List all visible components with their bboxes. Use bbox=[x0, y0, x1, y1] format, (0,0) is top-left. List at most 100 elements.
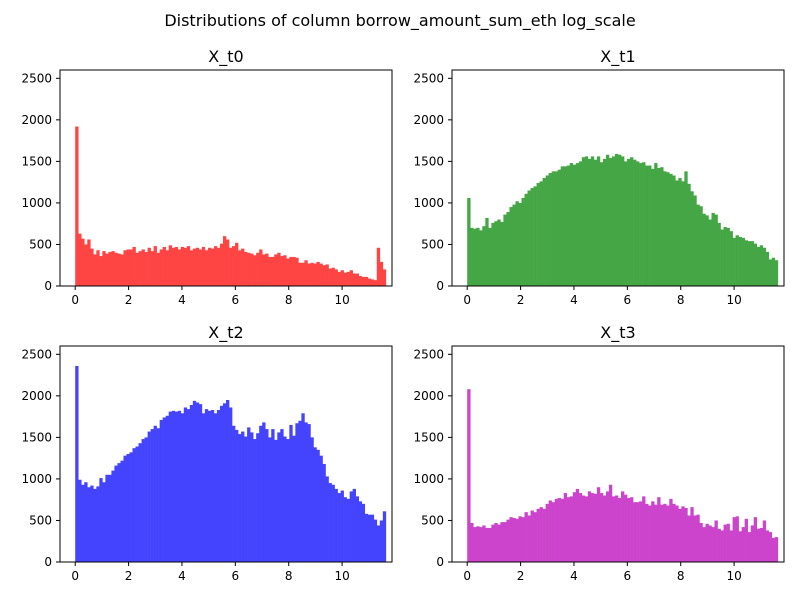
y-tick-label: 1500 bbox=[413, 430, 444, 444]
histogram-bar bbox=[575, 163, 580, 286]
histogram-bar bbox=[714, 214, 718, 286]
histogram-bar bbox=[738, 531, 742, 562]
histogram-bar bbox=[497, 524, 501, 562]
x-tick-label: 10 bbox=[334, 569, 349, 583]
histogram-bar bbox=[708, 219, 712, 286]
histogram-bar bbox=[527, 515, 531, 562]
histogram-bar bbox=[762, 247, 767, 286]
x-tick-label: 8 bbox=[285, 293, 293, 307]
histogram-bar bbox=[759, 245, 764, 286]
histogram-bar bbox=[684, 508, 688, 562]
histogram-bar bbox=[627, 498, 631, 562]
histogram-bar bbox=[216, 247, 221, 286]
histogram-bar bbox=[699, 206, 703, 286]
histogram-bar bbox=[165, 250, 169, 286]
histogram-bar bbox=[352, 273, 356, 286]
histogram-bar bbox=[726, 523, 730, 562]
histogram-bars bbox=[75, 126, 387, 287]
histogram-bar bbox=[515, 201, 519, 286]
histogram-bar bbox=[542, 178, 546, 286]
histogram-bar bbox=[720, 229, 724, 286]
histogram-bar bbox=[117, 463, 121, 562]
histogram-bar bbox=[379, 520, 384, 562]
histogram-bar bbox=[111, 470, 115, 562]
histogram-bar bbox=[485, 527, 489, 562]
axes-frame bbox=[451, 69, 785, 287]
histogram-bar bbox=[147, 247, 151, 286]
histogram-bar bbox=[138, 251, 142, 286]
histogram-bar bbox=[358, 501, 363, 562]
histogram-bar bbox=[226, 400, 230, 562]
histogram-bar bbox=[636, 161, 640, 286]
histogram-bar bbox=[494, 522, 498, 562]
x-tick-label: 4 bbox=[178, 293, 186, 307]
histogram-bar bbox=[280, 429, 284, 562]
histogram-bar bbox=[491, 524, 495, 562]
histogram-bar bbox=[262, 254, 266, 286]
histogram-bar bbox=[503, 522, 507, 562]
histogram-bar bbox=[762, 520, 767, 562]
histogram-bar bbox=[636, 502, 640, 562]
histogram-bar bbox=[87, 239, 91, 286]
x-tick-label: 4 bbox=[178, 569, 186, 583]
histogram-bar bbox=[180, 246, 185, 286]
histogram-bar bbox=[705, 523, 709, 562]
histogram-bar bbox=[367, 514, 372, 562]
histogram-bar bbox=[108, 474, 112, 562]
histogram-bar bbox=[548, 173, 552, 286]
histogram-bar bbox=[533, 186, 537, 286]
histogram-bar bbox=[723, 227, 727, 286]
histogram-bar bbox=[651, 501, 655, 562]
histogram-bar bbox=[283, 255, 287, 286]
histogram-bar bbox=[138, 443, 142, 562]
histogram-bar bbox=[624, 161, 628, 286]
histogram-bar bbox=[702, 213, 706, 286]
y-tick-label: 1000 bbox=[21, 472, 52, 486]
x-tick-label: 4 bbox=[570, 569, 578, 583]
histogram-bar bbox=[693, 195, 697, 286]
histogram-bar bbox=[316, 449, 320, 562]
histogram-bar bbox=[355, 273, 359, 286]
histogram-bar bbox=[340, 490, 344, 562]
histogram-bar bbox=[675, 505, 679, 562]
histogram-bar bbox=[660, 167, 664, 286]
subplot-x-t3: 0 2 4 6 8 10 0 500 1000 1500 2000 2500 X_t3 bbox=[413, 323, 785, 583]
histogram-bar bbox=[364, 276, 369, 286]
histogram-bar bbox=[183, 407, 188, 562]
y-tick-label: 1500 bbox=[413, 154, 444, 168]
histogram-bar bbox=[247, 252, 251, 286]
histogram-bar bbox=[756, 246, 761, 286]
histogram-bar bbox=[627, 158, 631, 286]
histogram-bar bbox=[304, 260, 308, 286]
histogram-bar bbox=[690, 191, 694, 286]
histogram-bar bbox=[639, 501, 643, 562]
histogram-bar bbox=[729, 231, 733, 286]
histogram-bar bbox=[286, 258, 290, 286]
histogram-bar bbox=[180, 413, 185, 562]
histogram-bar bbox=[672, 503, 676, 562]
histogram-bar bbox=[325, 264, 329, 286]
histogram-bar bbox=[183, 247, 188, 286]
histogram-bar bbox=[524, 193, 528, 286]
histogram-bar bbox=[605, 491, 610, 562]
histogram-bar bbox=[732, 517, 736, 562]
histogram-bar bbox=[207, 247, 212, 286]
histogram-bar bbox=[548, 500, 552, 562]
histogram-bar bbox=[503, 214, 507, 286]
histogram-bar bbox=[599, 493, 604, 562]
histogram-bar bbox=[518, 516, 522, 562]
histogram-bar bbox=[355, 496, 359, 562]
histogram-bar bbox=[298, 262, 302, 286]
histogram-bar bbox=[174, 246, 179, 286]
y-tick-label: 1000 bbox=[21, 196, 52, 210]
subplot-x-t2: 0 2 4 6 8 10 0 500 1000 1500 2000 2500 X_t2 bbox=[21, 323, 393, 583]
histogram-bar bbox=[687, 515, 691, 562]
histogram-bar bbox=[265, 253, 269, 286]
histogram-bar bbox=[584, 156, 589, 286]
histogram-bar bbox=[729, 530, 733, 562]
histogram-bar bbox=[485, 217, 489, 286]
histogram-bar bbox=[132, 448, 136, 562]
histogram-bar bbox=[470, 522, 474, 562]
histogram-bar bbox=[159, 249, 163, 286]
histogram-bar bbox=[129, 249, 133, 286]
